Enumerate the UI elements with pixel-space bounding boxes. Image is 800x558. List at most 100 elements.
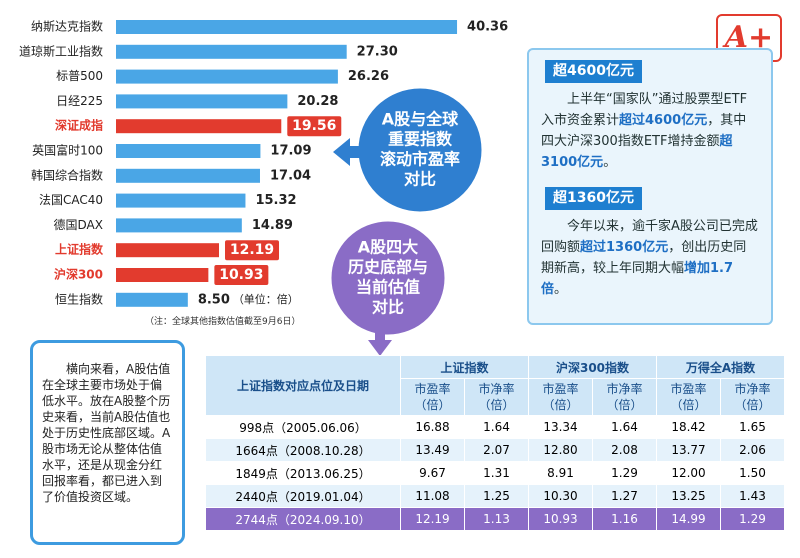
category-label: 英国富时100 [32, 143, 103, 158]
paragraph: 今年以来，逾千家A股公司已完成回购额超过1360亿元，创出历史同期新高，较上年同… [541, 216, 759, 300]
table-cell: 1849点（2013.06.25） [205, 461, 401, 485]
table-cell: 16.88 [400, 415, 465, 439]
category-label: 沪深300 [54, 267, 103, 282]
table-cell: 14.99 [656, 507, 721, 531]
subheader-text: （倍） [670, 398, 707, 412]
subheader-text: 市净率 [478, 382, 515, 396]
bubble-text: 对比 [372, 298, 404, 317]
subheader-text: （倍） [734, 398, 771, 412]
arrow [333, 138, 362, 166]
group-header: 上证指数 [400, 355, 529, 379]
category-label: 纳斯达克指数 [31, 19, 103, 34]
arrow [368, 332, 392, 356]
table-cell: 1.29 [720, 507, 785, 531]
category-label: 深证成指 [55, 118, 103, 133]
bar [116, 44, 347, 59]
bar [116, 243, 220, 258]
table-cell: 2.06 [720, 438, 785, 462]
category-label: 韩国综合指数 [31, 167, 103, 182]
text-run: 。 [554, 282, 568, 297]
table-row: 1849点（2013.06.25） 9.67 1.31 8.91 1.29 12.00 1.… [205, 461, 785, 485]
table-cell: 13.77 [656, 438, 721, 462]
chart-note: （注：全球其他指数估值截至9月6日） [145, 315, 300, 327]
info-panel: 超4600亿元上半年“国家队”通过股票型ETF入市资金累计超过4600亿元，其中… [527, 48, 773, 325]
table-cell: 10.93 [528, 507, 593, 531]
table-cell: 2.07 [464, 438, 529, 462]
text-run: 上半年“国家队”通过股票型ETF入市资金累计 [541, 92, 748, 128]
bar [116, 292, 188, 307]
table-cell: 8.91 [528, 461, 593, 485]
text-run: ，其中四大沪深300指数ETF增持金额 [541, 113, 747, 149]
value-label: 20.28 [297, 94, 338, 109]
value-label: 8.50 [198, 292, 230, 307]
category-label: 道琼斯工业指数 [19, 43, 103, 58]
table-cell: 1.13 [464, 507, 529, 531]
group-header: 万得全A指数 [656, 355, 785, 379]
subheader: 市盈率 （倍） [528, 378, 593, 416]
value-label-box [214, 265, 269, 285]
subheader-text: 市净率 [734, 382, 771, 396]
table-row: 998点（2005.06.06） 16.88 1.64 13.34 1.64 18.42 1… [205, 415, 785, 439]
bar [116, 193, 246, 208]
bubble-text: 重要指数 [388, 130, 453, 149]
value-label: 14.89 [252, 218, 293, 233]
bar [116, 168, 260, 183]
table-cell: 1.50 [720, 461, 785, 485]
bar [116, 144, 261, 158]
subheader-text: 市盈率 [414, 382, 451, 396]
table-cell: 1.64 [592, 415, 657, 439]
subheader: 市净率 （倍） [464, 378, 529, 416]
value-label: 10.93 [219, 267, 263, 283]
table-cell: 1.16 [592, 507, 657, 531]
bubble-text: A股四大 [358, 238, 418, 257]
bubble-text: 当前估值 [356, 278, 420, 297]
subheader-text: （倍） [542, 398, 579, 412]
table-cell: 12.80 [528, 438, 593, 462]
text-run: ，创出历史同期新高，较上年同期大幅 [541, 240, 747, 276]
bar [116, 94, 288, 109]
table-cell: 2.08 [592, 438, 657, 462]
value-label: 17.09 [270, 144, 311, 159]
table-cell: 1664点（2008.10.28） [205, 438, 401, 462]
table-cell: 12.00 [656, 461, 721, 485]
subheader: 市净率 （倍） [720, 378, 785, 416]
bar [116, 218, 242, 233]
subheader-text: 市盈率 [542, 382, 579, 396]
text-run: 超3100亿元 [541, 134, 733, 170]
table-cell: 2744点（2024.09.10） [205, 507, 401, 531]
table-cell: 18.42 [656, 415, 721, 439]
table-cell: 9.67 [400, 461, 465, 485]
subheader: 市盈率 （倍） [400, 378, 465, 416]
value-label: 15.32 [255, 193, 296, 208]
table-cell: 1.31 [464, 461, 529, 485]
bar [116, 119, 282, 134]
category-label: 标普500 [56, 69, 103, 83]
category-label: 法国CAC40 [39, 193, 103, 207]
table-row: 2744点（2024.09.10） 12.19 1.13 10.93 1.16 14.99… [205, 507, 785, 531]
text-run: 超过4600亿元 [619, 113, 708, 128]
header-row: 上证指数对应点位及日期 上证指数 沪深300指数 万得全A指数 [205, 355, 785, 416]
category-label: 德国DAX [54, 217, 103, 232]
subheader: 市盈率 （倍） [656, 378, 721, 416]
unit-note: （单位：倍） [233, 292, 299, 306]
value-label-box [287, 116, 342, 137]
badge: 超4600亿元 [545, 60, 642, 83]
bubble-text: 历史底部与 [348, 258, 428, 277]
subheader-text: 市盈率 [670, 382, 707, 396]
bubble-text: 滚动市盈率 [380, 150, 460, 169]
table-row: 1664点（2008.10.28） 13.49 2.07 12.80 2.08 13.77… [205, 438, 785, 462]
table-cell: 998点（2005.06.06） [205, 415, 401, 439]
subheader-text: （倍） [606, 398, 643, 412]
value-label: 17.04 [270, 168, 311, 183]
text-run: 今年以来，逾千家A股公司已完成回购额 [541, 219, 758, 255]
table-cell: 10.30 [528, 484, 593, 508]
text-run: 增加1.7倍 [541, 261, 734, 297]
value-label: 19.56 [292, 118, 336, 134]
category-label: 恒生指数 [55, 291, 103, 306]
text-run: 超过1360亿元 [580, 240, 669, 255]
table-cell: 1.25 [464, 484, 529, 508]
subheader-text: 市净率 [606, 382, 643, 396]
table-cell: 11.08 [400, 484, 465, 508]
value-label: 40.36 [467, 20, 508, 35]
